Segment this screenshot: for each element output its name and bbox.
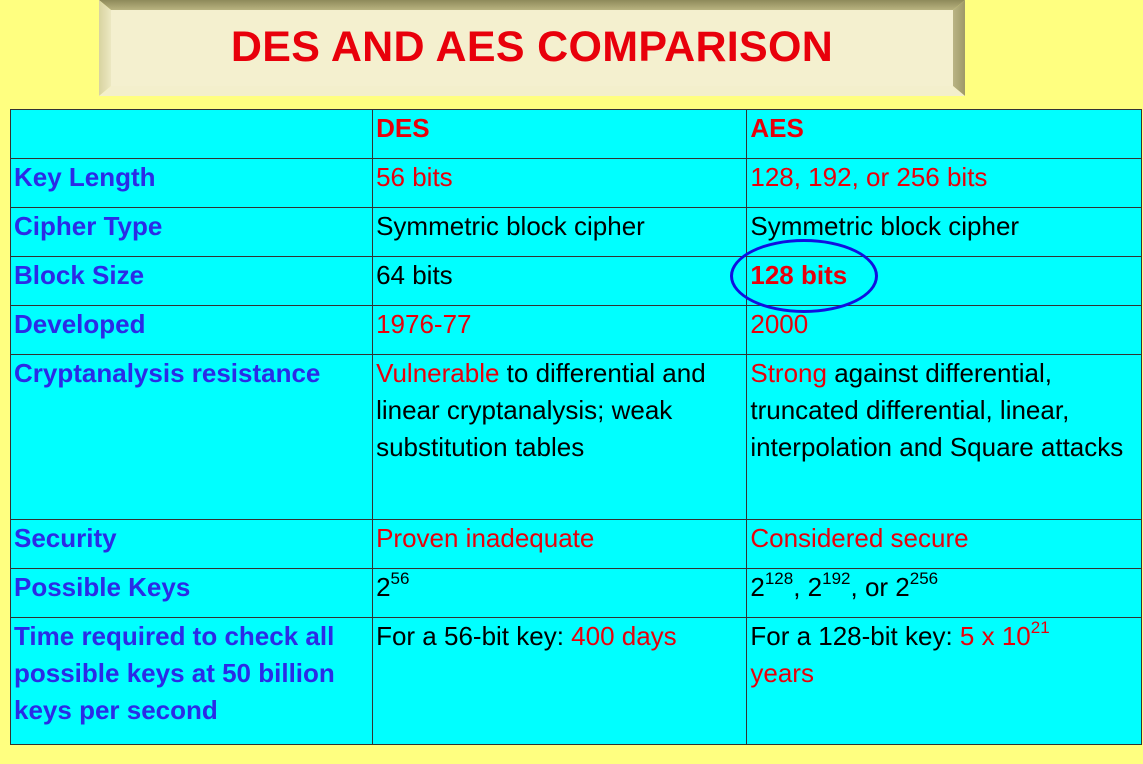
aes-keys-base-1: 2 — [750, 572, 765, 602]
header-des: DES — [372, 109, 748, 159]
des-cell: 56 bits — [372, 158, 748, 208]
des-keys-base: 2 — [376, 572, 391, 602]
aes-rest: against differential, truncated differen… — [750, 358, 1124, 462]
row-label: Possible Keys — [9, 568, 374, 618]
aes-keys-exp-3: 256 — [909, 569, 939, 589]
row-label: Security — [9, 519, 374, 569]
banner-bevel-bottom — [99, 86, 965, 96]
des-cell: 64 bits — [372, 256, 748, 306]
aes-cell: For a 128-bit key: 5 x 1021 years — [746, 617, 1142, 745]
title-banner: DES AND AES COMPARISON — [99, 0, 965, 96]
banner-face: DES AND AES COMPARISON — [111, 10, 953, 86]
slide-title: DES AND AES COMPARISON — [230, 22, 834, 71]
des-time-value: 400 days — [571, 621, 677, 651]
aes-cell: Symmetric block cipher — [746, 207, 1142, 257]
table-row-developed: Developed 1976-77 2000 — [9, 305, 1142, 355]
aes-cell: 128 bits — [730, 239, 1142, 313]
aes-cell: 2000 — [746, 305, 1142, 355]
table-row-possible-keys: Possible Keys 256 2128, 2192, or 2256 — [9, 568, 1142, 618]
aes-cell: Considered secure — [746, 519, 1142, 569]
des-keys-exponent: 56 — [390, 569, 410, 589]
aes-time-lead: For a 128-bit key: — [750, 621, 960, 651]
row-label: Key Length — [9, 158, 374, 208]
row-label: Cryptanalysis resistance — [9, 354, 374, 520]
aes-cell: 2128, 2192, or 2256 — [746, 568, 1142, 618]
des-rest: to differential and linear cryptanalysis… — [376, 358, 706, 462]
banner-bevel-top — [99, 0, 965, 10]
table-row-time-required: Time required to check all possible keys… — [9, 617, 1142, 745]
row-label: Time required to check all possible keys… — [9, 617, 374, 745]
aes-time-unit: years — [750, 658, 814, 688]
banner-bevel-left — [99, 0, 111, 96]
aes-keys-sep-1: , — [793, 572, 808, 602]
table-row-block-size: Block Size 64 bits 128 bits — [9, 239, 1142, 313]
des-time-lead: For a 56-bit key: — [376, 621, 572, 651]
row-label: Developed — [9, 305, 374, 355]
table-row-cipher-type: Cipher Type Symmetric block cipher Symme… — [9, 207, 1142, 257]
aes-keys-exp-1: 128 — [764, 569, 794, 589]
banner-bevel-right — [953, 0, 965, 96]
aes-keys-base-2: 2 — [807, 572, 823, 602]
header-row: DES AES — [9, 109, 1142, 159]
row-label: Cipher Type — [9, 207, 374, 257]
comparison-table: DES AES Key Length 56 bits 128, 192, or … — [9, 109, 1142, 745]
aes-keys-sep-2: , or — [850, 572, 896, 602]
row-label: Block Size — [9, 256, 374, 306]
aes-cell: Strong against differential, truncated d… — [746, 354, 1142, 520]
highlighted-value: 128 bits — [730, 239, 879, 313]
des-cell: For a 56-bit key: 400 days — [372, 617, 748, 745]
aes-keys-base-3: 2 — [895, 572, 910, 602]
table-row-security: Security Proven inadequate Considered se… — [9, 519, 1142, 569]
table-row-cryptanalysis: Cryptanalysis resistance Vulnerable to d… — [9, 354, 1142, 520]
header-corner-cell — [9, 109, 374, 159]
des-cell: Vulnerable to differential and linear cr… — [372, 354, 748, 520]
aes-keys-exp-2: 192 — [822, 569, 851, 589]
aes-cell: 128, 192, or 256 bits — [746, 158, 1142, 208]
des-cell: Proven inadequate — [372, 519, 748, 569]
des-cell: Symmetric block cipher — [372, 207, 748, 257]
des-lead: Vulnerable — [376, 358, 500, 388]
des-cell: 1976-77 — [372, 305, 748, 355]
aes-lead: Strong — [750, 358, 827, 388]
table-row-key-length: Key Length 56 bits 128, 192, or 256 bits — [9, 158, 1142, 208]
des-cell: 256 — [372, 568, 748, 618]
aes-time-exponent: 21 — [1030, 618, 1050, 638]
aes-block-size-value: 128 bits — [750, 260, 848, 290]
aes-time-value: 5 x 10 — [959, 621, 1031, 651]
header-aes: AES — [746, 109, 1142, 159]
